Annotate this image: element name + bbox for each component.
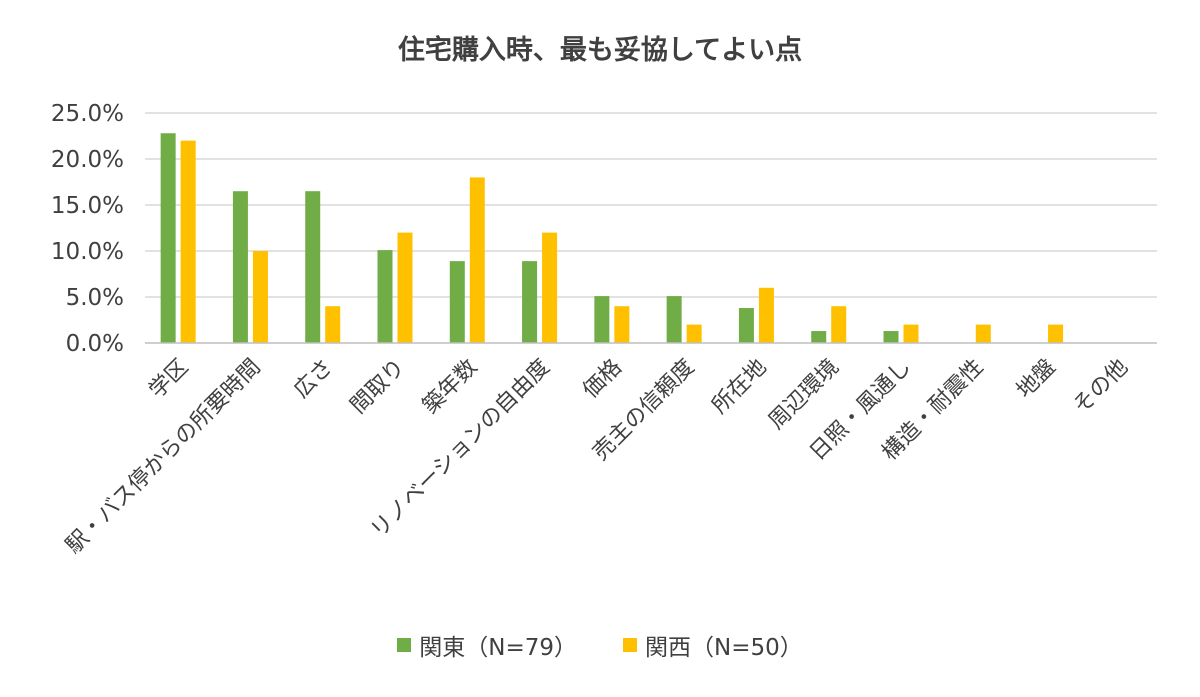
legend-label-kanto: 関東（N=79） [419, 635, 577, 661]
legend-swatch-kansai [623, 638, 637, 652]
x-tick-label: 所在地 [707, 355, 771, 419]
bar [180, 140, 196, 343]
legend: 関東（N=79） 関西（N=50） [0, 628, 1200, 662]
bar [377, 250, 393, 343]
legend-item-kansai: 関西（N=50） [623, 628, 803, 662]
x-tick-label: 間取り [346, 355, 410, 419]
bar [594, 296, 610, 343]
bar [614, 306, 630, 343]
bar [758, 287, 774, 343]
y-tick-label: 15.0% [51, 193, 124, 219]
bar [449, 261, 465, 343]
chart-title: 住宅購入時、最も妥協してよい点 [397, 35, 803, 66]
bar [542, 232, 558, 343]
bar [397, 232, 413, 343]
y-tick-label: 20.0% [51, 147, 124, 173]
bar [883, 331, 899, 343]
x-tick-label: 学区 [145, 355, 194, 404]
y-tick-label: 10.0% [51, 239, 124, 265]
legend-swatch-kanto [397, 638, 412, 652]
bar [811, 331, 827, 343]
y-tick-label: 0.0% [66, 331, 124, 357]
bar [305, 191, 321, 343]
bar [666, 296, 682, 343]
bar [469, 177, 485, 343]
bar [903, 324, 919, 343]
bar [975, 324, 991, 343]
y-tick-label: 25.0% [51, 101, 124, 127]
bar [686, 324, 702, 343]
bar [252, 251, 268, 343]
bar [738, 308, 754, 343]
y-tick-label: 5.0% [66, 285, 124, 311]
bar [831, 306, 847, 343]
legend-label-kansai: 関西（N=50） [645, 635, 803, 661]
bar [232, 191, 248, 343]
x-tick-label: 価格 [578, 355, 627, 404]
x-tick-label: その他 [1069, 355, 1133, 419]
bar [325, 306, 341, 343]
bar [522, 261, 538, 343]
legend-item-kanto: 関東（N=79） [397, 628, 577, 662]
x-tick-label: 地盤 [1012, 355, 1061, 404]
bar [1048, 324, 1064, 343]
x-tick-label: 築年数 [418, 355, 482, 419]
bar [160, 133, 176, 343]
x-tick-label: 広さ [289, 355, 338, 404]
